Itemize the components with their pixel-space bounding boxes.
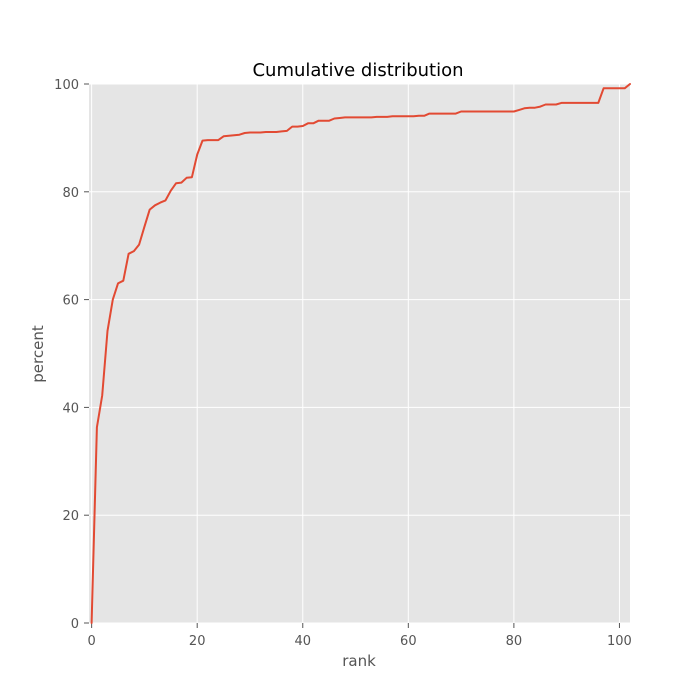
y-axis-label: percent	[29, 325, 47, 383]
x-axis-ticks: 0 20 40 60 80 100	[87, 623, 632, 649]
x-tick-label: 40	[294, 634, 311, 649]
y-tick-label: 40	[62, 401, 79, 416]
x-tick-label: 100	[607, 634, 632, 649]
series-line	[90, 83, 631, 624]
y-tick-label: 60	[62, 294, 79, 309]
x-gridlines	[91, 84, 620, 623]
y-gridlines	[89, 83, 630, 624]
y-tick-label: 80	[62, 186, 79, 201]
chart-title: Cumulative distribution	[252, 60, 463, 81]
y-tick-label: 100	[54, 78, 79, 93]
y-tick-label: 0	[71, 617, 79, 632]
x-tick-label: 60	[400, 634, 417, 649]
y-axis-ticks: 0 20 40 60 80 100	[54, 78, 89, 632]
x-tick-label: 80	[506, 634, 523, 649]
plot-area	[89, 84, 630, 623]
x-tick-label: 20	[189, 634, 206, 649]
x-tick-label: 0	[87, 634, 95, 649]
y-tick-label: 20	[62, 509, 79, 524]
x-axis-label: rank	[342, 652, 376, 670]
